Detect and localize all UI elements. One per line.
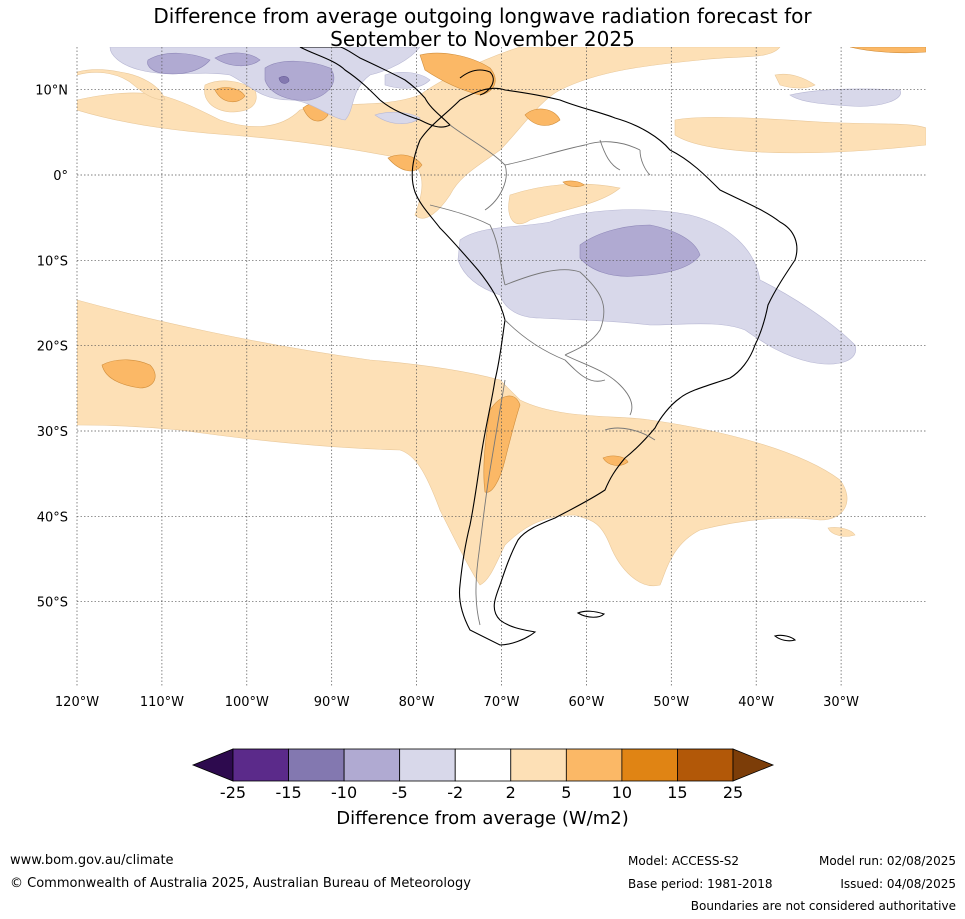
anomaly-positive-light-west [77, 69, 166, 101]
footer-website[interactable]: www.bom.gov.au/climate [10, 853, 174, 868]
anomaly-negative-light-panama [374, 111, 421, 124]
country-borders [429, 124, 656, 626]
anomaly-positive-medium-uruguay [602, 455, 629, 466]
south-america-coastline [411, 87, 798, 646]
colorbar-segment [343, 748, 401, 782]
anomaly-positive-light-small-2 [827, 527, 856, 537]
anomaly-positive-light-atlantic [774, 73, 816, 89]
anomaly-positive-medium-ne [849, 47, 926, 54]
anomaly-negative-light [457, 209, 857, 365]
anomaly-negative-light-ne [789, 88, 901, 107]
anomaly-positive-medium-sm [562, 180, 585, 187]
lon-label: 30°W [823, 695, 859, 710]
colorbar-arrow-max [732, 748, 775, 782]
falklands [576, 610, 606, 618]
border-peru [429, 204, 506, 286]
colorbar-segment [565, 748, 623, 782]
colorbar [191, 748, 775, 782]
title-line-1: Difference from average outgoing longwav… [153, 4, 812, 28]
border-argentina-chile [475, 379, 506, 626]
colorbar-tick: 10 [612, 783, 632, 802]
longitude-labels: 120°W 110°W 100°W 90°W 80°W 70°W 60°W 50°W 40°W 3… [55, 695, 859, 710]
border-venezuela [504, 141, 641, 166]
lat-label: 50°S [37, 596, 68, 611]
lat-label: 20°S [37, 340, 68, 355]
border-bolivia [504, 319, 606, 382]
footer-model: Model: ACCESS-S2 [628, 854, 740, 868]
border-paraguay [564, 354, 633, 416]
anomaly-positive-medium-andes [483, 395, 521, 493]
lon-label: 90°W [314, 695, 350, 710]
lon-label: 110°W [140, 695, 184, 710]
colorbar-segment [288, 748, 345, 782]
colorbar-tick: 25 [723, 783, 743, 802]
colorbar-segment [454, 748, 512, 782]
border-colombia [449, 124, 507, 211]
colorbar-tick: -5 [392, 783, 408, 802]
lon-label: 50°W [653, 695, 689, 710]
anomaly-positive-medium-venezuela [524, 108, 561, 126]
lon-label: 120°W [55, 695, 99, 710]
anomaly-negative-medium-north-2 [264, 60, 335, 101]
lat-label: 0° [53, 169, 68, 184]
border-brazil-west [504, 269, 605, 356]
colorbar-tick: -25 [220, 783, 246, 802]
border-guianas [599, 139, 651, 176]
anomaly-negative-medium-north [147, 52, 211, 75]
footer-model-run: Model run: 02/08/2025 [818, 854, 956, 868]
colorbar-tick: 2 [506, 783, 516, 802]
south-georgia [773, 634, 797, 642]
colorbar-segment [510, 748, 567, 782]
anomaly-negative-medium-north-3 [214, 52, 261, 67]
colorbar-segment [232, 748, 289, 782]
colorbar-tick: -2 [447, 783, 463, 802]
lat-label: 30°S [37, 425, 68, 440]
colorbar-tick-labels: -25 -15 -10 -5 -2 2 5 10 15 25 [220, 783, 743, 802]
colorbar-tick: -15 [275, 783, 301, 802]
anomaly-negative-light-carib [384, 71, 431, 89]
anomaly-positive-medium-north [419, 52, 496, 96]
anomaly-positive-medium [101, 359, 156, 389]
anomaly-layer [77, 47, 926, 587]
central-america-coastline [299, 47, 451, 128]
lon-label: 60°W [568, 695, 604, 710]
lat-label: 40°S [37, 510, 68, 525]
colorbar-tick: 5 [561, 783, 571, 802]
colorbar-segment [399, 748, 456, 782]
colorbar-segment [621, 748, 678, 782]
colorbar-tick: -10 [331, 783, 357, 802]
anomaly-negative-dark [278, 76, 290, 84]
lon-label: 40°W [738, 695, 774, 710]
lat-label: 10°N [35, 84, 68, 99]
title-line-2: September to November 2025 [330, 27, 635, 51]
lon-label: 80°W [399, 695, 435, 710]
footer-issued: Issued: 04/08/2025 [840, 877, 956, 891]
anomaly-positive-light-amazon [508, 183, 621, 225]
gridlines [76, 47, 926, 687]
anomaly-positive-light-east [674, 117, 926, 154]
colorbar-tick: 15 [667, 783, 687, 802]
anomaly-positive-light [77, 299, 848, 587]
caribbean-coast [459, 69, 494, 96]
lon-label: 100°W [225, 695, 269, 710]
lat-label: 10°S [37, 254, 68, 269]
anomaly-positive-light-north [77, 47, 781, 219]
colorbar-label: Difference from average (W/m2) [336, 808, 629, 829]
coastline [299, 47, 798, 646]
colorbar-segment [677, 748, 734, 782]
lon-label: 70°W [484, 695, 520, 710]
border-uruguay [604, 427, 656, 441]
anomaly-negative-medium [579, 224, 701, 277]
anomaly-positive-medium-pacific-2 [214, 87, 246, 103]
colorbar-arrow-min [191, 748, 234, 782]
footer-disclaimer: Boundaries are not considered authoritat… [690, 899, 956, 913]
latitude-labels: 10°N 0° 10°S 20°S 30°S 40°S 50°S [35, 84, 68, 611]
footer-base-period: Base period: 1981-2018 [628, 877, 773, 891]
footer-copyright: © Commonwealth of Australia 2025, Austra… [10, 876, 471, 891]
